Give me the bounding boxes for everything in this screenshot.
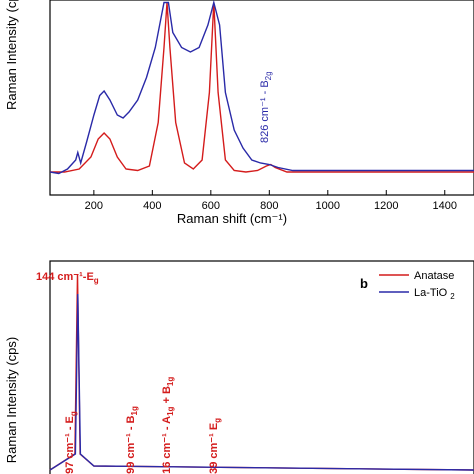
- panel-a-x-tick-label-800: 800: [260, 200, 278, 212]
- panel-b-label: b: [360, 276, 368, 291]
- annotation-516: 516 cm⁻¹ - A1g + B1g: [161, 377, 175, 474]
- panel-a-series: [50, 0, 474, 175]
- panel-b: Raman Intensity (cps) b Anatase La-TiO 2 …: [4, 260, 474, 474]
- panel-a-y-axis-label: Raman Intensity (cps: [4, 0, 19, 110]
- panel-b-frame: [49, 260, 474, 474]
- panel-b-legend: Anatase La-TiO 2: [379, 270, 455, 301]
- annotation-639: 639 cm⁻¹ Eg: [208, 418, 222, 474]
- panel-a-x-ticks: 200 400 600 800 1000 1200 1400: [85, 190, 457, 212]
- panel-b-series-line-1: [49, 293, 474, 471]
- panel-b-series-line-0: [49, 273, 474, 471]
- panel-a-x-axis-label: Raman shift (cm⁻¹): [177, 211, 287, 226]
- panel-a-x-tick-label-1400: 1400: [433, 200, 457, 212]
- panel-b-y-axis-label: Raman Intensity (cps): [4, 337, 19, 463]
- panel-a-x-tick-label-200: 200: [85, 200, 103, 212]
- legend-la-tio2-label: La-TiO 2: [414, 287, 455, 301]
- panel-a: 200 400 600 800 1000 1200 1400 Raman Intensity…: [4, 0, 474, 226]
- panel-b-series: [49, 273, 474, 471]
- legend-anatase-label: Anatase: [414, 270, 454, 282]
- panel-a-x-tick-label-1200: 1200: [374, 200, 398, 212]
- panel-a-x-tick-label-1000: 1000: [316, 200, 340, 212]
- panel-a-frame: [49, 0, 474, 196]
- panel-a-x-tick-label-400: 400: [143, 200, 161, 212]
- annotation-397: 397 cm⁻¹ - Eg: [64, 411, 78, 474]
- panel-a-series-line-1: [50, 0, 474, 175]
- panel-a-annotation-826: 826 cm⁻¹ - B2g: [259, 71, 273, 143]
- annotation-144: 144 cm⁻¹-Eg: [36, 271, 99, 285]
- annotation-399: 399 cm⁻¹ - B1g: [125, 406, 139, 474]
- panel-a-x-tick-label-600: 600: [202, 200, 220, 212]
